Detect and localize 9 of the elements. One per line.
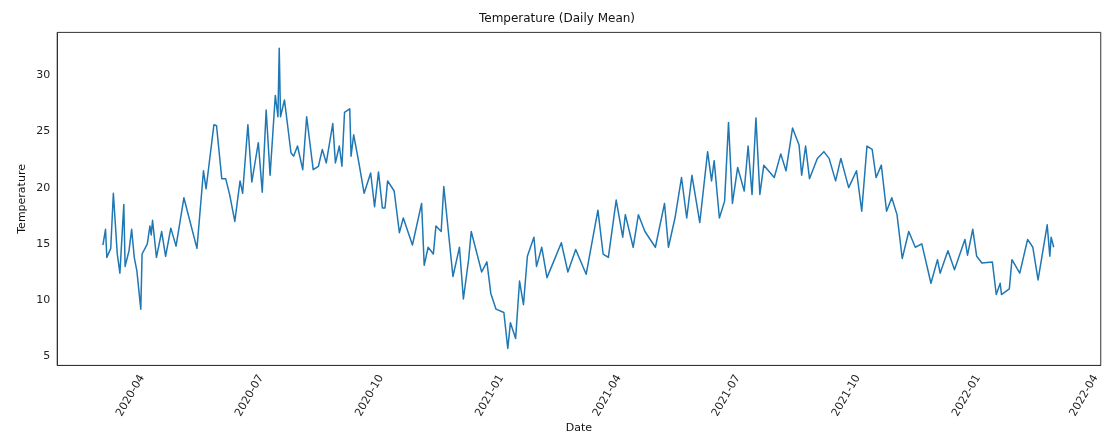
y-tick-label: 25 (36, 124, 51, 138)
y-tick-label: 15 (36, 236, 51, 250)
y-tick-label: 20 (36, 180, 51, 194)
y-axis-title: Temperature (15, 163, 29, 235)
y-tick-label: 5 (43, 349, 51, 363)
chart-title: Temperature (Daily Mean) (477, 11, 636, 26)
y-tick-label: 30 (36, 68, 51, 82)
x-axis-title: Date (565, 421, 593, 435)
y-tick-label: 10 (36, 293, 51, 307)
